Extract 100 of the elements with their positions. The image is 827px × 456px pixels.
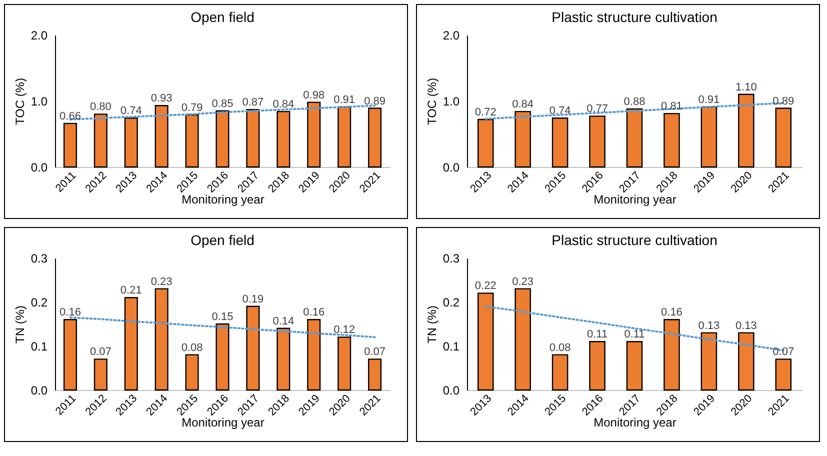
- bar: [94, 358, 108, 391]
- y-axis-title: TOC (%): [12, 78, 27, 126]
- bar: [276, 110, 290, 168]
- bar: [626, 341, 643, 391]
- data-label: 0.16: [60, 306, 81, 319]
- data-label: 0.07: [772, 346, 794, 358]
- data-label: 0.89: [364, 95, 386, 108]
- data-label: 0.23: [512, 276, 534, 288]
- y-tick-label: 0.0: [442, 160, 460, 174]
- bar: [700, 332, 718, 391]
- x-axis-title: Monitoring year: [594, 416, 676, 430]
- data-label: 0.11: [586, 328, 608, 341]
- data-label: 0.88: [624, 96, 646, 108]
- data-label: 0.85: [212, 98, 234, 110]
- data-label: 0.79: [181, 102, 203, 114]
- bar: [246, 108, 260, 168]
- bar: [368, 108, 382, 168]
- y-tick-label: 2.0: [30, 28, 48, 42]
- bar: [664, 319, 680, 391]
- bar: [700, 106, 718, 168]
- y-tick-label: 0.1: [30, 340, 48, 354]
- data-label: 0.66: [60, 110, 81, 122]
- data-label: 0.16: [303, 306, 325, 319]
- data-label: 0.72: [474, 106, 496, 118]
- data-label: 0.11: [624, 328, 645, 341]
- bar: [477, 118, 494, 168]
- data-label: 0.98: [303, 89, 325, 102]
- data-label: 0.89: [772, 95, 794, 108]
- y-tick-label: 2.0: [442, 28, 460, 42]
- bar: [775, 108, 792, 168]
- bar: [589, 341, 606, 391]
- bar: [276, 328, 290, 391]
- bar: [124, 118, 138, 168]
- bar: [63, 319, 77, 391]
- bar: [775, 358, 792, 391]
- bar: [514, 110, 531, 168]
- bar: [338, 106, 352, 168]
- data-label: 1.10: [735, 81, 757, 94]
- bar: [124, 297, 138, 391]
- data-label: 0.22: [474, 280, 496, 292]
- bar: [94, 114, 108, 168]
- bar: [246, 306, 260, 391]
- y-tick-label: 0.1: [442, 340, 460, 354]
- bar: [154, 288, 168, 391]
- data-label: 0.84: [512, 98, 534, 111]
- data-label: 0.15: [212, 311, 234, 323]
- bar: [552, 354, 568, 391]
- bar: [477, 292, 494, 391]
- y-axis-title: TOC (%): [424, 78, 439, 126]
- data-label: 0.16: [661, 306, 682, 319]
- y-tick-label: 0.2: [442, 296, 460, 310]
- x-axis-title: Monitoring year: [182, 416, 264, 430]
- data-label: 0.13: [735, 320, 757, 332]
- bar: [552, 118, 568, 168]
- y-tick-label: 0.3: [30, 252, 48, 266]
- data-label: 0.91: [334, 94, 356, 106]
- data-label: 0.19: [242, 293, 264, 306]
- bar: [154, 105, 168, 168]
- bar: [216, 110, 230, 168]
- y-tick-label: 1.0: [442, 94, 460, 108]
- bar: [368, 358, 382, 391]
- bar: [185, 354, 199, 391]
- bar: [626, 108, 643, 168]
- x-axis-title: Monitoring year: [594, 192, 676, 207]
- bar: [664, 112, 680, 168]
- data-label: 0.74: [120, 105, 142, 118]
- bar: [514, 288, 531, 391]
- data-label: 0.84: [272, 98, 294, 111]
- data-label: 0.77: [586, 103, 608, 116]
- data-label: 0.21: [120, 284, 142, 297]
- y-tick-label: 0.0: [442, 384, 460, 398]
- data-label: 0.08: [549, 342, 571, 354]
- y-tick-label: 1.0: [30, 94, 48, 108]
- x-axis-title: Monitoring year: [182, 192, 264, 207]
- y-axis-title: TN (%): [12, 306, 27, 344]
- bar: [338, 336, 352, 391]
- data-label: 0.23: [150, 276, 172, 288]
- data-label: 0.12: [334, 324, 356, 336]
- data-label: 0.13: [698, 320, 720, 332]
- y-tick-label: 0.0: [30, 384, 48, 398]
- data-label: 0.93: [150, 92, 172, 105]
- data-label: 0.07: [364, 346, 386, 358]
- chart-title: Open field: [190, 9, 254, 25]
- data-label: 0.74: [549, 105, 571, 118]
- chart-title: Plastic structure cultivation: [552, 9, 718, 25]
- data-label: 0.91: [698, 94, 720, 106]
- y-axis-title: TN (%): [424, 306, 439, 344]
- bar: [185, 114, 199, 168]
- data-label: 0.87: [242, 96, 264, 109]
- y-tick-label: 0.3: [442, 252, 460, 266]
- y-tick-label: 0.0: [30, 160, 48, 174]
- bar: [738, 332, 754, 391]
- data-label: 0.80: [90, 101, 112, 114]
- bar: [63, 122, 77, 168]
- chart-title: Open field: [190, 232, 254, 248]
- bar: [738, 94, 754, 168]
- bar: [589, 116, 606, 168]
- bar: [307, 102, 321, 168]
- data-label: 0.14: [272, 315, 294, 328]
- bar: [307, 319, 321, 391]
